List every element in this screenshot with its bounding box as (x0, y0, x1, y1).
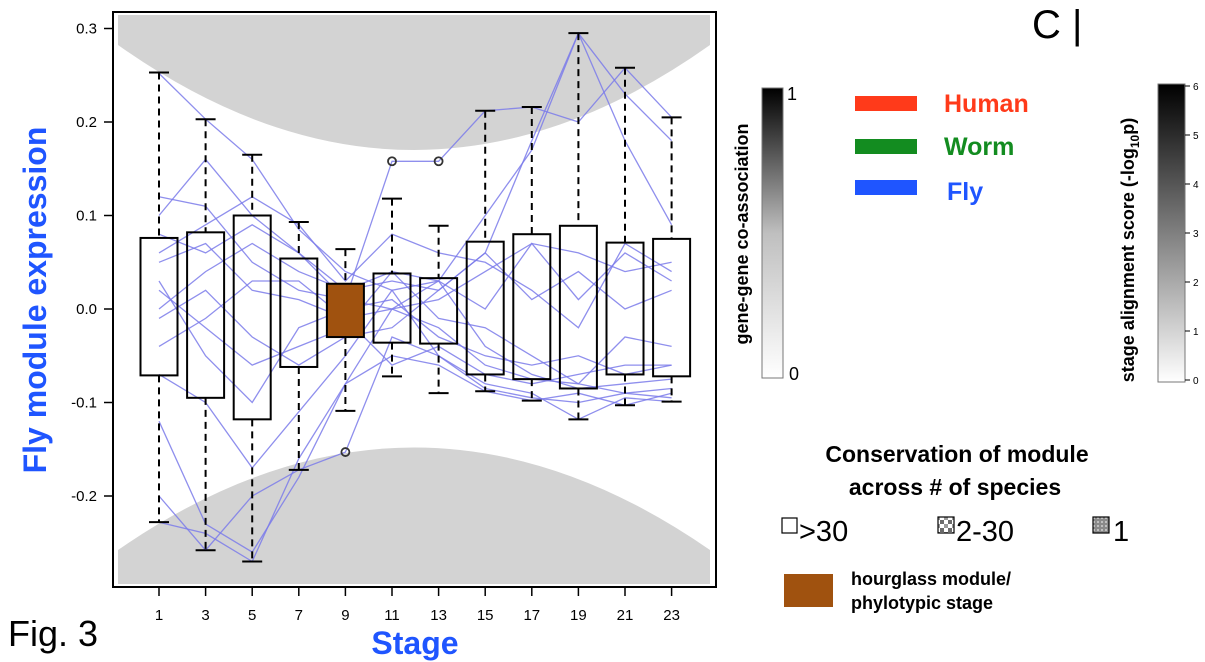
conservation-title-line1: Conservation of module (825, 441, 1088, 467)
series-line-8 (158, 289, 672, 469)
colorbar-alignment-tick-label: 1 (1193, 327, 1199, 338)
legend-swatch-fly (855, 180, 917, 195)
colorbar-coassociation-gradient (761, 87, 784, 379)
series-line-15 (158, 280, 672, 404)
legend-swatch-worm (855, 139, 917, 154)
box-stage-7 (279, 257, 319, 368)
series-line-13 (158, 196, 672, 329)
colorbar-alignment-label-end: p) (1118, 118, 1138, 135)
box-stage-19 (558, 224, 598, 390)
colorbar-alignment-label-main: stage alignment score (-log (1118, 148, 1138, 382)
plot-area: -0.2-0.10.00.10.20.3 1 3 5 7 9 11 13 15 17 19 21 23… (17, 11, 717, 661)
colorbar-alignment-label: stage alignment score (-log10p) (1118, 118, 1142, 382)
x-tick-label: 3 (201, 607, 209, 624)
y-tick-label: 0.3 (76, 21, 97, 38)
y-tick-label: 0.0 (76, 301, 97, 318)
colorbar-alignment-gradient (1157, 83, 1186, 383)
x-tick-label: 23 (663, 607, 680, 624)
x-tick-label: 1 (155, 607, 163, 624)
box-stage-9 (325, 282, 365, 339)
x-tick-label: 15 (477, 607, 494, 624)
series-line-3 (158, 31, 673, 291)
colorbar-alignment-label-sub: 10 (1128, 134, 1142, 148)
legend-label-fly: Fly (947, 178, 983, 206)
outlier-stage-9 (340, 447, 351, 457)
y-axis-label: Fly module expression (17, 127, 53, 474)
hourglass-legend: hourglass module/ phylotypic stage (784, 569, 1011, 613)
conservation-swatch-some (937, 516, 955, 534)
plot-frame (112, 11, 717, 588)
conservation-label-some: 2-30 (956, 516, 1014, 548)
panel-label: C | (1032, 3, 1082, 47)
series-line-4 (158, 242, 672, 320)
conservation-label-many: >30 (799, 516, 848, 548)
x-tick-label: 5 (248, 607, 256, 624)
colorbar-alignment: 0 1 2 3 4 5 6 stage alignment score (-log10p) (1118, 82, 1199, 387)
colorbar-alignment-ticks: 0 1 2 3 4 5 6 (1185, 82, 1199, 387)
upper-funnel-band (118, 15, 710, 150)
box-stage-21 (605, 241, 645, 376)
x-axis-ticks: 1 3 5 7 9 11 13 15 17 19 21 23 (155, 587, 680, 624)
colorbar-coassociation-max: 1 (787, 84, 797, 104)
conservation-swatch-many (781, 517, 798, 534)
y-tick-label: -0.1 (71, 395, 97, 412)
x-tick-label: 19 (570, 607, 587, 624)
box-stage-15 (465, 240, 505, 376)
lower-funnel-band (118, 447, 710, 584)
series-line-10 (158, 336, 672, 552)
outlier-stage-13 (433, 156, 444, 167)
colorbar-alignment-tick-label: 0 (1193, 376, 1199, 387)
box-stage-11 (372, 272, 412, 344)
outliers (340, 156, 444, 457)
box-stage-1 (139, 236, 179, 377)
colorbar-alignment-tick-label: 6 (1193, 82, 1199, 93)
box-stage-23 (652, 237, 692, 378)
series-line-11 (158, 355, 672, 563)
series-line-14 (158, 252, 672, 366)
hourglass-label-line2: phylotypic stage (851, 593, 993, 613)
legend-label-worm: Worm (944, 133, 1014, 161)
x-tick-label: 9 (341, 607, 349, 624)
series-line-12 (158, 66, 673, 301)
conservation-swatch-one (1092, 516, 1110, 534)
expression-lines (158, 31, 673, 563)
colorbar-alignment-tick-label: 2 (1193, 278, 1199, 289)
box-stage-3 (186, 231, 226, 399)
conservation-legend: Conservation of module across # of speci… (781, 441, 1129, 548)
y-tick-label: 0.1 (76, 208, 97, 225)
x-axis-label: Stage (371, 625, 458, 661)
x-tick-label: 7 (295, 607, 303, 624)
x-tick-label: 13 (430, 607, 447, 624)
y-axis-ticks: -0.2 -0.1 0.0 0.1 0.2 0.3 (71, 21, 113, 505)
colorbar-alignment-tick-label: 3 (1193, 229, 1199, 240)
legend-swatch-human (855, 96, 917, 111)
conservation-title-line2: across # of species (849, 474, 1061, 500)
colorbar-coassociation-min: 0 (789, 364, 799, 384)
colorbar-coassociation: 1 0 gene-gene co-association (732, 84, 799, 384)
legend-label-human: Human (944, 90, 1029, 118)
x-tick-label: 17 (523, 607, 540, 624)
species-legend: Human Worm Fly (855, 90, 1029, 206)
box-whiskers (149, 32, 682, 563)
colorbar-coassociation-label: gene-gene co-association (732, 123, 752, 344)
figure-label: Fig. 3 (8, 613, 98, 654)
box-stage-17 (512, 233, 552, 381)
x-tick-label: 11 (384, 607, 400, 624)
colorbar-alignment-tick-label: 4 (1193, 180, 1199, 191)
x-tick-label: 21 (617, 607, 634, 624)
box-stage-13 (419, 277, 459, 345)
boxes (139, 214, 692, 421)
conservation-label-one: 1 (1113, 516, 1129, 548)
colorbar-alignment-tick-label: 5 (1193, 131, 1199, 142)
outlier-stage-11 (387, 156, 397, 167)
y-tick-label: -0.2 (71, 488, 97, 505)
y-tick-label: 0.2 (76, 114, 97, 131)
hourglass-swatch (784, 574, 833, 607)
series-line-5 (158, 242, 672, 366)
series-line-7 (158, 280, 672, 385)
box-stage-5 (232, 214, 272, 421)
hourglass-label-line1: hourglass module/ (851, 569, 1011, 589)
